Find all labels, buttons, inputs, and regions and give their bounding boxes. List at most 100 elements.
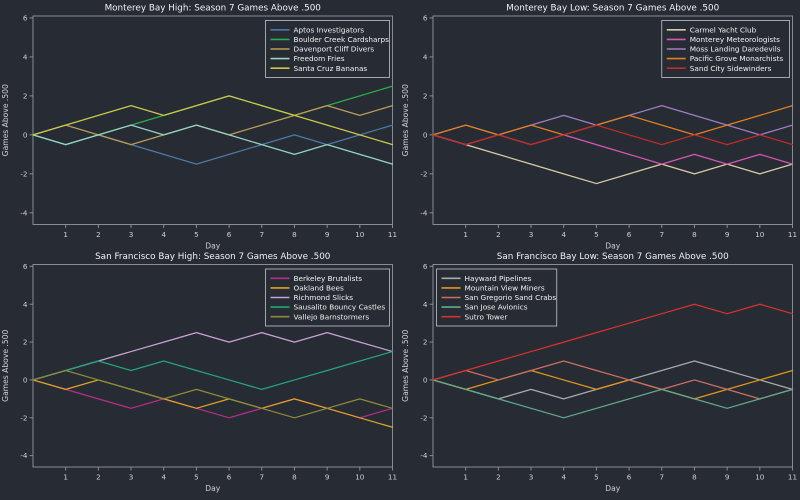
- legend-label: Oakland Bees: [294, 284, 344, 293]
- legend-label: Boulder Creek Cardsharps: [294, 35, 390, 44]
- legend-label: Hayward Pipelines: [465, 274, 532, 283]
- x-tick-label: 7: [259, 473, 264, 482]
- x-tick-label: 8: [292, 230, 297, 239]
- y-tick-label: -2: [420, 169, 427, 178]
- x-tick-label: 1: [463, 230, 468, 239]
- y-tick-label: 2: [23, 91, 28, 100]
- chart-title: San Francisco Bay Low: Season 7 Games Ab…: [497, 252, 729, 262]
- x-tick-label: 6: [227, 230, 232, 239]
- x-tick-label: 5: [194, 473, 199, 482]
- y-tick-label: 2: [423, 91, 428, 100]
- legend-item: Davenport Cliff Divers: [270, 45, 375, 54]
- legend-item: San Gregorio Sand Crabs: [441, 293, 557, 302]
- legend-label: Berkeley Brutalists: [294, 274, 363, 283]
- legend-item: Boulder Creek Cardsharps: [270, 35, 390, 44]
- x-axis-label: Day: [205, 242, 221, 251]
- legend-label: Carmel Yacht Club: [690, 25, 757, 34]
- legend-item: Aptos Investigators: [270, 25, 364, 34]
- x-tick-label: 9: [325, 230, 330, 239]
- series-line-sausalito-bouncy-castles: [32, 350, 394, 391]
- x-tick-label: 5: [594, 473, 599, 482]
- x-tick-label: 11: [388, 230, 397, 239]
- legend-label: San Gregorio Sand Crabs: [465, 293, 557, 302]
- legend-item: Monterey Meteorologists: [666, 35, 780, 44]
- legend-item: Oakland Bees: [270, 284, 344, 293]
- x-tick-label: 5: [194, 230, 199, 239]
- y-tick-label: 0: [23, 130, 28, 139]
- x-tick-label: 1: [63, 230, 68, 239]
- y-tick-label: 0: [423, 376, 428, 385]
- legend-item: San Jose Avionics: [441, 303, 528, 312]
- series-line-sutro-tower: [432, 303, 794, 381]
- series-line-pacific-grove-monarchists: [432, 105, 794, 136]
- x-tick-label: 2: [96, 473, 101, 482]
- y-tick-label: -4: [20, 451, 28, 460]
- series-line-san-gregorio-sand-crabs: [432, 360, 794, 400]
- legend-item: Moss Landing Daredevils: [666, 45, 781, 54]
- x-tick-label: 11: [388, 473, 397, 482]
- x-tick-label: 8: [692, 230, 697, 239]
- x-axis-label: Day: [205, 484, 221, 493]
- x-tick-label: 11: [788, 230, 797, 239]
- x-tick-label: 4: [161, 230, 166, 239]
- y-tick-label: 2: [23, 338, 28, 347]
- chart-cell-monterey-bay-low: Monterey Bay Low: Season 7 Games Above .…: [400, 0, 800, 251]
- y-tick-label: 4: [23, 300, 28, 309]
- y-tick-label: -4: [420, 208, 428, 217]
- legend-item: Santa Cruz Bananas: [270, 64, 368, 73]
- series-line-monterey-meteorologists: [432, 134, 794, 165]
- y-axis-label: Games Above .500: [1, 330, 10, 402]
- x-tick-label: 10: [755, 230, 765, 239]
- legend-label: Pacific Grove Monarchists: [690, 54, 784, 63]
- legend-label: Monterey Meteorologists: [690, 35, 780, 44]
- y-tick-label: 6: [423, 262, 428, 271]
- y-tick-label: 6: [23, 262, 28, 271]
- x-tick-label: 7: [259, 230, 264, 239]
- x-axis-label: Day: [605, 242, 621, 251]
- legend-item: Vallejo Barnstormers: [270, 312, 369, 321]
- x-axis-label: Day: [605, 484, 621, 493]
- chart-title: Monterey Bay High: Season 7 Games Above …: [105, 4, 322, 14]
- x-tick-label: 9: [325, 473, 330, 482]
- legend-label: Santa Cruz Bananas: [294, 64, 368, 73]
- legend-item: Pacific Grove Monarchists: [666, 54, 784, 63]
- chart-cell-san-francisco-bay-low: San Francisco Bay Low: Season 7 Games Ab…: [400, 250, 800, 500]
- chart-cell-monterey-bay-high: Monterey Bay High: Season 7 Games Above …: [0, 0, 400, 251]
- legend-item: Carmel Yacht Club: [666, 25, 757, 34]
- y-tick-label: 6: [23, 14, 28, 23]
- legend-label: San Jose Avionics: [465, 303, 528, 312]
- plot-frame: [432, 15, 793, 225]
- x-tick-label: 1: [463, 473, 468, 482]
- legend-item: Berkeley Brutalists: [270, 274, 363, 283]
- chart-san-francisco-bay-high-season-7-games-above-500: San Francisco Bay High: Season 7 Games A…: [1, 252, 397, 493]
- legend-item: Sausalito Bouncy Castles: [270, 303, 386, 312]
- x-tick-label: 3: [129, 230, 134, 239]
- series-line-sand-city-sidewinders: [432, 124, 794, 146]
- legend-item: Sand City Sidewinders: [666, 64, 772, 73]
- y-tick-label: -2: [420, 413, 427, 422]
- legend-label: Sausalito Bouncy Castles: [294, 303, 386, 312]
- chart-monterey-bay-high-season-7-games-above-500: Monterey Bay High: Season 7 Games Above …: [1, 4, 397, 251]
- x-tick-label: 7: [659, 230, 664, 239]
- y-tick-label: 0: [23, 376, 28, 385]
- legend-item: Sutro Tower: [441, 312, 507, 321]
- x-tick-label: 11: [788, 473, 797, 482]
- y-axis-label: Games Above .500: [1, 84, 10, 156]
- legend-label: Davenport Cliff Divers: [294, 45, 375, 54]
- series-line-carmel-yacht-club: [432, 134, 794, 185]
- y-tick-label: -4: [420, 451, 428, 460]
- chart-san-francisco-bay-low-season-7-games-above-500: San Francisco Bay Low: Season 7 Games Ab…: [401, 252, 797, 493]
- x-tick-label: 3: [129, 473, 134, 482]
- x-tick-label: 6: [627, 473, 632, 482]
- legend-label: Richmond Slicks: [294, 293, 354, 302]
- x-tick-label: 1: [63, 473, 68, 482]
- y-axis-label: Games Above .500: [401, 330, 410, 402]
- x-tick-label: 3: [529, 230, 534, 239]
- legend-label: Sand City Sidewinders: [690, 64, 772, 73]
- y-tick-label: 4: [423, 300, 428, 309]
- legend-item: Hayward Pipelines: [441, 274, 532, 283]
